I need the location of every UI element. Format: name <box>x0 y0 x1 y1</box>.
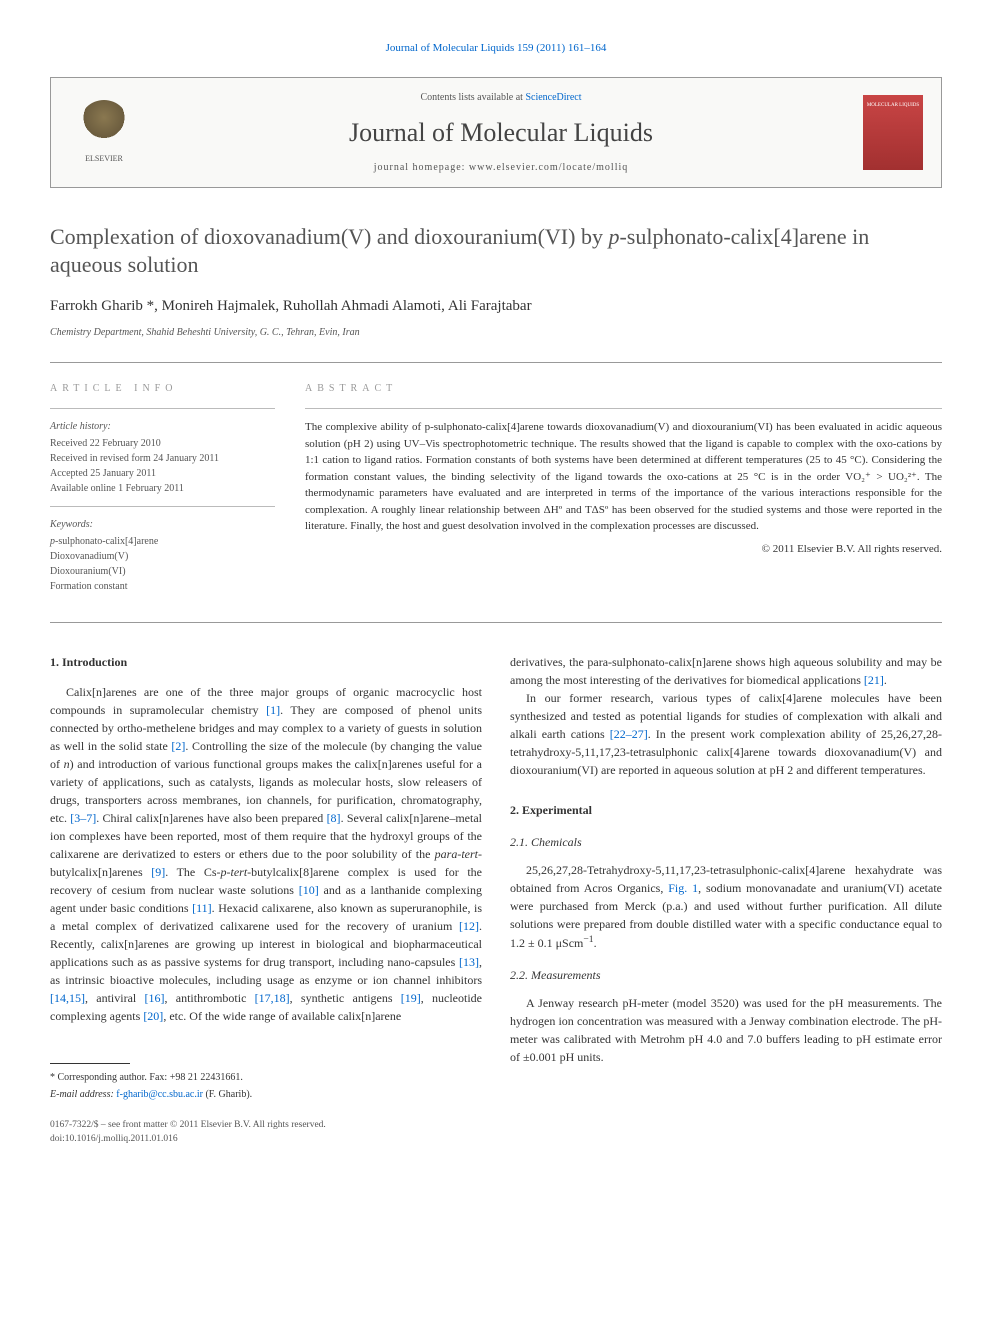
email-suffix: (F. Gharib). <box>203 1089 252 1100</box>
doi-block: 0167-7322/$ – see front matter © 2011 El… <box>50 1118 482 1147</box>
journal-cover-thumbnail: MOLECULAR LIQUIDS <box>863 95 923 170</box>
info-abstract-row: ARTICLE INFO Article history: Received 2… <box>50 381 942 594</box>
ref-link-19[interactable]: [19] <box>401 991 421 1005</box>
contents-line: Contents lists available at ScienceDirec… <box>139 90 863 105</box>
ref-link-2[interactable]: [2] <box>171 739 185 753</box>
email-link[interactable]: f-gharib@cc.sbu.ac.ir <box>116 1089 203 1100</box>
corresponding-author: * Corresponding author. Fax: +98 21 2243… <box>50 1070 482 1085</box>
journal-center: Contents lists available at ScienceDirec… <box>139 90 863 175</box>
info-divider-1 <box>50 408 275 409</box>
elsevier-tree-icon <box>79 100 129 150</box>
divider-bottom <box>50 622 942 623</box>
subsection-22-heading: 2.2. Measurements <box>510 966 942 984</box>
ref-link-16[interactable]: [16] <box>145 991 165 1005</box>
issn-copyright: 0167-7322/$ – see front matter © 2011 El… <box>50 1118 482 1132</box>
subsection-21-heading: 2.1. Chemicals <box>510 833 942 851</box>
history-label: Article history: <box>50 419 275 434</box>
authors-line: Farrokh Gharib *, Monireh Hajmalek, Ruho… <box>50 295 942 318</box>
abstract-heading: ABSTRACT <box>305 381 942 396</box>
ref-link-22-27[interactable]: [22–27] <box>610 727 648 741</box>
history-line-0: Received 22 February 2010 <box>50 436 275 451</box>
keyword-3: Formation constant <box>50 579 275 594</box>
history-line-1: Received in revised form 24 January 2011 <box>50 451 275 466</box>
fig-1-link[interactable]: Fig. 1 <box>668 881 698 895</box>
ref-link-11[interactable]: [11] <box>192 901 212 915</box>
ref-link-10[interactable]: [10] <box>299 883 319 897</box>
footer-divider <box>50 1063 130 1064</box>
contents-prefix: Contents lists available at <box>420 92 525 103</box>
abstract-divider <box>305 408 942 409</box>
journal-cover-text: MOLECULAR LIQUIDS <box>867 103 919 109</box>
keyword-2: Dioxouranium(VI) <box>50 564 275 579</box>
article-info-heading: ARTICLE INFO <box>50 381 275 396</box>
elsevier-label: ELSEVIER <box>85 153 123 165</box>
ref-link-20[interactable]: [20] <box>143 1009 163 1023</box>
header-citation: Journal of Molecular Liquids 159 (2011) … <box>50 40 942 57</box>
elsevier-logo: ELSEVIER <box>69 95 139 170</box>
ref-link-3-7[interactable]: [3–7] <box>70 811 96 825</box>
journal-name: Journal of Molecular Liquids <box>139 113 863 152</box>
affiliation: Chemistry Department, Shahid Beheshti Un… <box>50 325 942 340</box>
abstract-text: The complexive ability of p-sulphonato-c… <box>305 419 942 535</box>
title-italic: p <box>608 224 619 249</box>
email-label: E-mail address: <box>50 1089 116 1100</box>
intro-paragraph-3: In our former research, various types of… <box>510 689 942 779</box>
ref-link-17-18[interactable]: [17,18] <box>255 991 290 1005</box>
footer-area: * Corresponding author. Fax: +98 21 2243… <box>50 1053 482 1147</box>
measurements-paragraph: A Jenway research pH-meter (model 3520) … <box>510 994 942 1066</box>
divider-top <box>50 362 942 363</box>
abstract-column: ABSTRACT The complexive ability of p-sul… <box>305 381 942 594</box>
body-column-right: derivatives, the para-sulphonato-calix[n… <box>510 653 942 1147</box>
email-line: E-mail address: f-gharib@cc.sbu.ac.ir (F… <box>50 1087 482 1102</box>
body-columns: 1. Introduction Calix[n]arenes are one o… <box>50 653 942 1147</box>
article-info-column: ARTICLE INFO Article history: Received 2… <box>50 381 275 594</box>
journal-header: ELSEVIER Contents lists available at Sci… <box>50 77 942 188</box>
ref-link-21[interactable]: [21] <box>864 673 884 687</box>
ref-link-8[interactable]: [8] <box>327 811 341 825</box>
article-title: Complexation of dioxovanadium(V) and dio… <box>50 223 942 280</box>
title-pre: Complexation of dioxovanadium(V) and dio… <box>50 224 608 249</box>
page-container: Journal of Molecular Liquids 159 (2011) … <box>0 0 992 1187</box>
doi: doi:10.1016/j.molliq.2011.01.016 <box>50 1132 482 1146</box>
sciencedirect-link[interactable]: ScienceDirect <box>525 92 581 103</box>
keyword-1: Dioxovanadium(V) <box>50 549 275 564</box>
ref-link-13[interactable]: [13] <box>459 955 479 969</box>
journal-homepage: journal homepage: www.elsevier.com/locat… <box>139 160 863 175</box>
keyword-0: p-sulphonato-calix[4]arene <box>50 534 275 549</box>
ref-link-14-15[interactable]: [14,15] <box>50 991 85 1005</box>
intro-paragraph-2: derivatives, the para-sulphonato-calix[n… <box>510 653 942 689</box>
ref-link-1[interactable]: [1] <box>266 703 280 717</box>
keywords-label: Keywords: <box>50 517 275 532</box>
section-1-heading: 1. Introduction <box>50 653 482 671</box>
body-column-left: 1. Introduction Calix[n]arenes are one o… <box>50 653 482 1147</box>
abstract-copyright: © 2011 Elsevier B.V. All rights reserved… <box>305 541 942 558</box>
info-divider-2 <box>50 506 275 507</box>
history-line-3: Available online 1 February 2011 <box>50 481 275 496</box>
chemicals-paragraph: 25,26,27,28-Tetrahydroxy-5,11,17,23-tetr… <box>510 861 942 952</box>
ref-link-12[interactable]: [12] <box>459 919 479 933</box>
section-2-heading: 2. Experimental <box>510 801 942 819</box>
ref-link-9[interactable]: [9] <box>151 865 165 879</box>
intro-paragraph-1: Calix[n]arenes are one of the three majo… <box>50 683 482 1025</box>
history-line-2: Accepted 25 January 2011 <box>50 466 275 481</box>
